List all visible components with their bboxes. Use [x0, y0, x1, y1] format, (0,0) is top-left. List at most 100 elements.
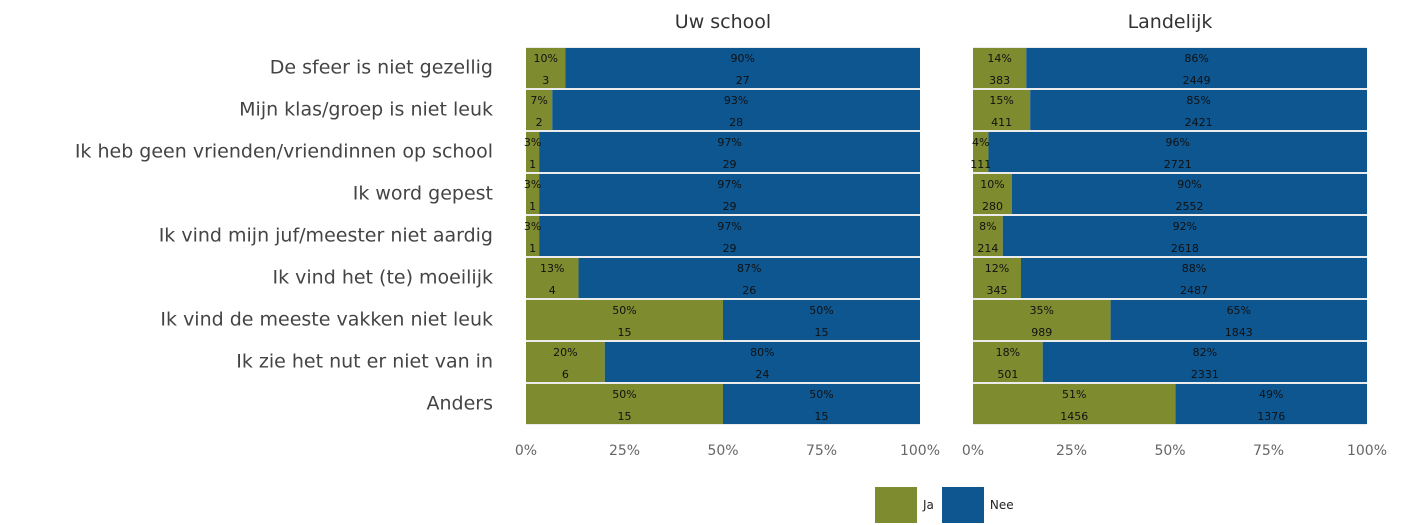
- data-label-percent-ja: 35%: [1030, 304, 1054, 317]
- data-label-count-nee: 2618: [1171, 242, 1199, 255]
- bar-segment-ja: [526, 216, 540, 256]
- legend-item-ja: Ja: [875, 487, 942, 523]
- bar-segment-nee: [1175, 384, 1367, 424]
- data-label-percent-ja: 12%: [985, 262, 1009, 275]
- data-label-percent-ja: 14%: [987, 52, 1011, 65]
- data-label-count-ja: 214: [977, 242, 998, 255]
- data-label-count-nee: 2421: [1185, 116, 1213, 129]
- legend-label-ja: Ja: [923, 498, 934, 512]
- data-label-percent-ja: 7%: [530, 94, 547, 107]
- legend-label-nee: Nee: [989, 498, 1014, 512]
- data-label-count-ja: 345: [986, 284, 1007, 297]
- data-label-count-ja: 411: [991, 116, 1012, 129]
- data-label-count-ja: 3: [542, 74, 549, 87]
- data-label-count-ja: 1: [529, 200, 536, 213]
- category-label: Anders: [427, 393, 494, 415]
- data-label-percent-ja: 50%: [612, 388, 636, 401]
- data-label-count-ja: 2: [536, 116, 543, 129]
- bar-segment-nee: [723, 300, 920, 340]
- x-tick-label: 0%: [515, 443, 537, 459]
- bar-segment-nee: [1026, 48, 1367, 88]
- bar-segment-ja: [526, 342, 605, 382]
- data-label-count-ja: 1: [529, 242, 536, 255]
- data-label-percent-nee: 82%: [1193, 346, 1217, 359]
- data-label-percent-ja: 3%: [524, 220, 541, 233]
- data-label-count-nee: 2449: [1183, 74, 1211, 87]
- panel-title: Landelijk: [1128, 11, 1213, 33]
- bar-segment-nee: [1020, 258, 1367, 298]
- data-label-percent-nee: 97%: [717, 136, 741, 149]
- data-label-count-ja: 383: [989, 74, 1010, 87]
- data-label-percent-nee: 93%: [724, 94, 748, 107]
- x-tick-label: 75%: [806, 443, 837, 459]
- x-tick-label: 50%: [707, 443, 738, 459]
- data-label-count-nee: 27: [736, 74, 750, 87]
- data-label-count-nee: 24: [755, 368, 769, 381]
- bar-segment-nee: [578, 258, 920, 298]
- bar-segment-nee: [723, 384, 920, 424]
- data-label-percent-ja: 10%: [533, 52, 557, 65]
- bar-segment-nee: [1030, 90, 1367, 130]
- data-label-count-ja: 15: [618, 410, 632, 423]
- x-tick-label: 75%: [1253, 443, 1284, 459]
- data-label-percent-nee: 65%: [1227, 304, 1251, 317]
- data-label-count-nee: 15: [815, 410, 829, 423]
- bar-segment-nee: [1011, 174, 1367, 214]
- x-tick-label: 25%: [1056, 443, 1087, 459]
- data-label-percent-nee: 96%: [1165, 136, 1189, 149]
- data-label-percent-ja: 4%: [972, 136, 989, 149]
- category-label: Ik word gepest: [353, 183, 493, 205]
- bar-segment-ja: [526, 300, 723, 340]
- bar-segment-nee: [604, 342, 920, 382]
- bar-segment-nee: [565, 48, 920, 88]
- panel-title: Uw school: [675, 11, 771, 33]
- data-label-percent-nee: 86%: [1184, 52, 1208, 65]
- bar-segment-ja: [526, 174, 540, 214]
- data-label-percent-nee: 80%: [750, 346, 774, 359]
- bar-segment-ja: [973, 216, 1003, 256]
- data-label-percent-ja: 13%: [540, 262, 564, 275]
- data-label-percent-ja: 10%: [980, 178, 1004, 191]
- data-label-percent-nee: 85%: [1186, 94, 1210, 107]
- data-label-percent-nee: 50%: [809, 388, 833, 401]
- category-label: Ik vind mijn juf/meester niet aardig: [159, 225, 493, 247]
- data-label-percent-nee: 49%: [1259, 388, 1283, 401]
- stacked-bar-chart: De sfeer is niet gezellig Mijn klas/groep…: [75, 11, 1387, 459]
- data-label-count-nee: 2331: [1191, 368, 1219, 381]
- x-tick-label: 25%: [609, 443, 640, 459]
- data-label-percent-nee: 97%: [717, 220, 741, 233]
- data-label-count-nee: 1843: [1225, 326, 1253, 339]
- bar-segment-ja: [973, 342, 1043, 382]
- data-label-percent-nee: 90%: [730, 52, 754, 65]
- bar-segment-ja: [973, 384, 1176, 424]
- x-tick-label: 100%: [900, 443, 940, 459]
- data-label-count-ja: 280: [982, 200, 1003, 213]
- data-label-percent-ja: 20%: [553, 346, 577, 359]
- legend-swatch-nee: [941, 487, 984, 523]
- data-label-count-ja: 1: [529, 158, 536, 171]
- category-label: De sfeer is niet gezellig: [270, 57, 493, 79]
- x-tick-label: 0%: [962, 443, 984, 459]
- bar-segment-ja: [526, 132, 540, 172]
- bar-segment-ja: [973, 300, 1111, 340]
- category-label: Mijn klas/groep is niet leuk: [239, 99, 493, 121]
- category-label: Ik zie het nut er niet van in: [236, 351, 493, 373]
- data-label-percent-ja: 51%: [1062, 388, 1086, 401]
- category-label: Ik vind de meeste vakken niet leuk: [160, 309, 493, 331]
- bar-segment-nee: [552, 90, 920, 130]
- data-label-percent-ja: 50%: [612, 304, 636, 317]
- bar-segment-ja: [526, 384, 723, 424]
- data-label-count-ja: 15: [618, 326, 632, 339]
- data-label-percent-ja: 3%: [524, 178, 541, 191]
- data-label-percent-nee: 97%: [717, 178, 741, 191]
- bar-segment-ja: [973, 132, 989, 172]
- data-label-count-nee: 29: [723, 242, 737, 255]
- data-label-percent-nee: 90%: [1177, 178, 1201, 191]
- data-label-count-ja: 501: [997, 368, 1018, 381]
- data-label-count-nee: 2552: [1175, 200, 1203, 213]
- data-label-count-nee: 2721: [1164, 158, 1192, 171]
- legend-swatch-ja: [875, 487, 917, 523]
- data-label-count-nee: 2487: [1180, 284, 1208, 297]
- data-label-percent-nee: 88%: [1182, 262, 1206, 275]
- data-label-count-nee: 26: [742, 284, 756, 297]
